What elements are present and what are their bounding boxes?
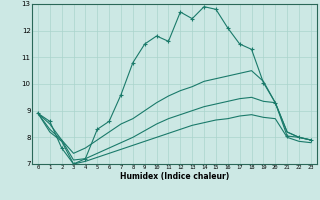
X-axis label: Humidex (Indice chaleur): Humidex (Indice chaleur) [120,172,229,181]
